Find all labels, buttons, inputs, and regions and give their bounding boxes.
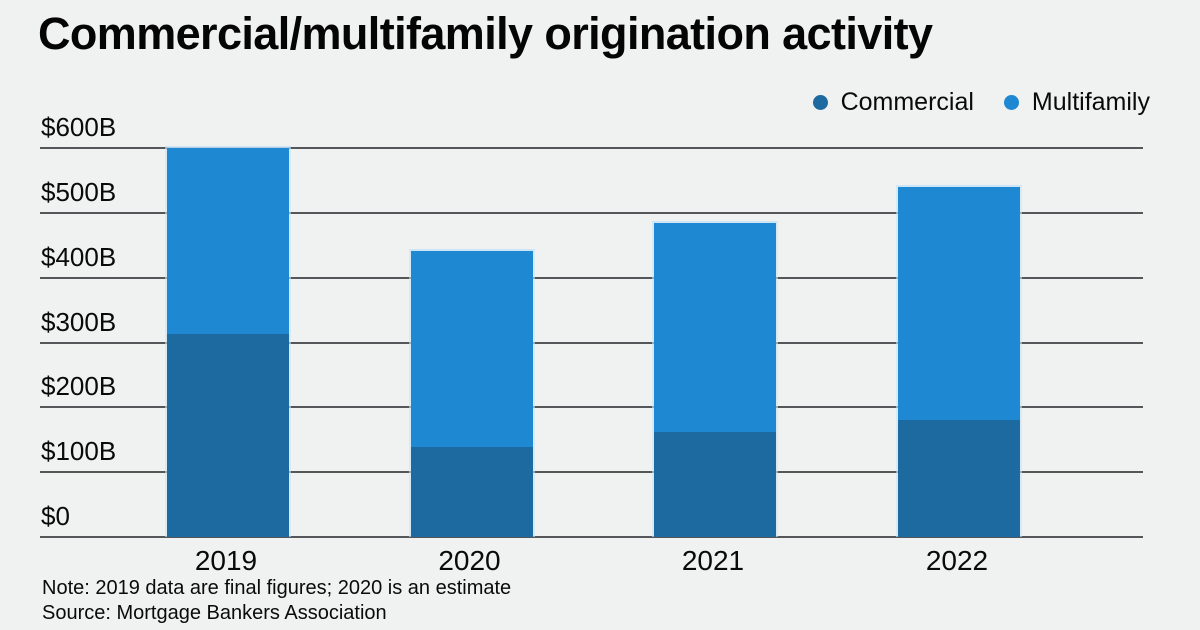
gridline-200: [40, 406, 1143, 409]
gridline-300: [40, 341, 1143, 344]
legend-label-commercial: Commercial: [840, 88, 974, 116]
legend-label-multifamily: Multifamily: [1031, 88, 1150, 116]
x-tick-label-2022: 2022: [925, 545, 989, 576]
chart-legend: Commercial Multifamily: [812, 88, 1150, 117]
bar-segment-commercial-2021: [654, 431, 776, 537]
chart-note: Note: 2019 data are final figures; 2020 …: [42, 577, 512, 599]
y-tick-label-400: $400B: [41, 241, 117, 272]
y-tick-label-500: $500B: [41, 176, 117, 207]
bar-segment-multifamily-2021: [654, 222, 776, 432]
y-tick-label-0: $0: [41, 501, 70, 531]
gridline-100: [40, 471, 1143, 474]
gridline-400: [40, 276, 1143, 279]
plot-area: $0 $100B $200B $300B $400B $500B $600B 2019 2020…: [40, 112, 1143, 576]
y-tick-label-200: $200B: [41, 371, 117, 402]
gridline-600: [40, 147, 1143, 149]
bar-segment-commercial-2022: [898, 419, 1020, 537]
bar-2021: [652, 220, 778, 537]
bar-2019: [165, 146, 291, 537]
chart-title: Commercial/multifamily origination activ…: [38, 8, 933, 59]
x-tick-label-2021: 2021: [681, 545, 745, 576]
legend-dot-multifamily-icon: [1003, 95, 1019, 110]
y-tick-label-300: $300B: [41, 306, 117, 337]
bar-segment-multifamily-2022: [898, 186, 1020, 420]
y-tick-label-100: $100B: [41, 436, 117, 467]
bar-segment-multifamily-2019: [167, 148, 289, 335]
x-tick-label-2019: 2019: [194, 545, 258, 576]
bar-segment-commercial-2019: [167, 334, 289, 537]
bar-segment-commercial-2020: [410, 446, 533, 537]
gridline-500: [40, 211, 1143, 214]
gridline-0: [40, 536, 1143, 538]
x-tick-label-2020: 2020: [438, 545, 501, 576]
legend-item-multifamily: Multifamily: [1003, 88, 1150, 117]
legend-dot-commercial-icon: [812, 95, 828, 110]
legend-item-commercial: Commercial: [812, 88, 974, 117]
chart-source: Source: Mortgage Bankers Association: [42, 602, 387, 624]
y-tick-label-600: $600B: [41, 112, 117, 142]
bar-2022: [896, 184, 1022, 537]
bar-2020: [408, 249, 535, 537]
bar-segment-multifamily-2020: [410, 251, 533, 447]
